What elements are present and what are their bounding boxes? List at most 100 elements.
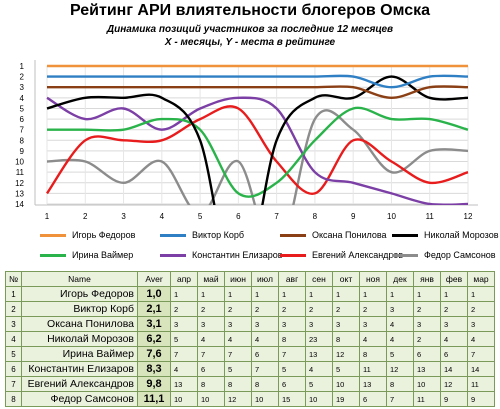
month-cell: 4 bbox=[305, 361, 333, 377]
month-cell: 5 bbox=[278, 361, 306, 377]
month-cell: 4 bbox=[467, 331, 495, 347]
column-header: Name bbox=[21, 271, 138, 287]
month-cell: 5 bbox=[305, 376, 333, 392]
month-cell: 8 bbox=[224, 376, 252, 392]
month-cell: 4 bbox=[386, 316, 414, 332]
month-cell: 2 bbox=[170, 301, 198, 317]
month-cell: 19 bbox=[332, 391, 360, 407]
month-cell: 1 bbox=[305, 286, 333, 302]
month-cell: 4 bbox=[386, 331, 414, 347]
month-cell: 3 bbox=[332, 316, 360, 332]
month-cell: 1 bbox=[251, 286, 279, 302]
month-cell: 10 bbox=[413, 376, 441, 392]
legend-label: Константин Елизаров bbox=[192, 250, 283, 260]
legend-swatch bbox=[392, 254, 418, 257]
month-cell: 2 bbox=[332, 301, 360, 317]
column-header: мар bbox=[467, 271, 495, 287]
average-cell: 3,1 bbox=[137, 316, 171, 332]
month-cell: 2 bbox=[224, 301, 252, 317]
name-cell: Константин Елизаров bbox=[21, 361, 138, 377]
month-cell: 1 bbox=[386, 286, 414, 302]
column-header: № bbox=[5, 271, 22, 287]
column-header: май bbox=[197, 271, 225, 287]
month-cell: 1 bbox=[413, 286, 441, 302]
column-header: окт bbox=[332, 271, 360, 287]
month-cell: 6 bbox=[413, 346, 441, 362]
month-cell: 3 bbox=[251, 316, 279, 332]
name-cell: Игорь Федоров bbox=[21, 286, 138, 302]
name-cell: Ирина Ваймер bbox=[21, 346, 138, 362]
month-cell: 23 bbox=[305, 331, 333, 347]
month-cell: 3 bbox=[278, 316, 306, 332]
legend-swatch bbox=[40, 254, 66, 257]
legend-label: Николай Морозов bbox=[424, 230, 499, 240]
month-cell: 3 bbox=[170, 316, 198, 332]
month-cell: 3 bbox=[467, 316, 495, 332]
month-cell: 1 bbox=[170, 286, 198, 302]
month-cell: 4 bbox=[359, 331, 387, 347]
month-cell: 6 bbox=[440, 346, 468, 362]
table-row: 1 Игорь Федоров 1,0 1 1 1 1 1 1 1 1 1 1 1 1 bbox=[5, 286, 495, 302]
series-line-4 bbox=[46, 75, 469, 205]
month-cell: 2 bbox=[440, 301, 468, 317]
y-tick-label: 13 bbox=[15, 189, 24, 198]
y-tick-label: 11 bbox=[16, 168, 25, 177]
legend-label: Виктор Корб bbox=[192, 230, 245, 240]
average-cell: 11,1 bbox=[137, 391, 171, 407]
average-cell: 1,0 bbox=[137, 286, 171, 302]
column-header: фев bbox=[440, 271, 468, 287]
month-cell: 8 bbox=[251, 376, 279, 392]
average-cell: 7,6 bbox=[137, 346, 171, 362]
month-cell: 3 bbox=[440, 316, 468, 332]
month-cell: 1 bbox=[332, 286, 360, 302]
series-line-8 bbox=[46, 109, 469, 205]
legend-swatch bbox=[160, 254, 186, 257]
month-cell: 1 bbox=[440, 286, 468, 302]
column-header: янв bbox=[413, 271, 441, 287]
month-cell: 2 bbox=[413, 301, 441, 317]
month-cell: 11 bbox=[359, 361, 387, 377]
rank-cell: 4 bbox=[5, 331, 22, 347]
x-tick-label: 8 bbox=[313, 212, 318, 221]
month-cell: 11 bbox=[413, 391, 441, 407]
month-cell: 11 bbox=[467, 376, 495, 392]
column-header: июн bbox=[224, 271, 252, 287]
y-tick-label: 1 bbox=[20, 62, 25, 71]
column-header: дек bbox=[386, 271, 414, 287]
legend-swatch bbox=[280, 234, 306, 237]
month-cell: 10 bbox=[305, 391, 333, 407]
month-cell: 4 bbox=[440, 331, 468, 347]
table-row: 7 Евгений Александров 9,8 13 8 8 8 6 5 10 13 8 10 12 1… bbox=[5, 376, 495, 392]
legend-label: Ирина Ваймер bbox=[72, 250, 134, 260]
month-cell: 13 bbox=[413, 361, 441, 377]
month-cell: 14 bbox=[440, 361, 468, 377]
month-cell: 2 bbox=[467, 301, 495, 317]
month-cell: 1 bbox=[359, 286, 387, 302]
column-header: апр bbox=[170, 271, 198, 287]
month-cell: 8 bbox=[278, 331, 306, 347]
chart-axes-note: X - месяцы, Y - места в рейтинге bbox=[164, 37, 336, 48]
table-row: 3 Оксана Понилова 3,1 3 3 3 3 3 3 3 3 4 3 3 3 bbox=[5, 316, 495, 332]
y-tick-label: 5 bbox=[20, 104, 25, 113]
month-cell: 12 bbox=[386, 361, 414, 377]
y-tick-label: 10 bbox=[15, 158, 24, 167]
month-cell: 6 bbox=[359, 391, 387, 407]
x-tick-label: 4 bbox=[160, 212, 165, 221]
month-cell: 7 bbox=[170, 346, 198, 362]
x-tick-label: 3 bbox=[121, 212, 126, 221]
table-row: 4 Николай Морозов 6,2 5 4 4 4 8 23 8 4 4 2 4 4 bbox=[5, 331, 495, 347]
chart-legend: Игорь Федоров Виктор Корб Оксана Понилова Н… bbox=[40, 227, 498, 265]
month-cell: 3 bbox=[413, 316, 441, 332]
month-cell: 12 bbox=[224, 391, 252, 407]
y-tick-label: 12 bbox=[15, 179, 24, 188]
table-row: 8 Федор Самсонов 11,1 10 10 12 10 15 10 19 6 7 11 9 9 bbox=[5, 391, 495, 407]
month-cell: 13 bbox=[359, 376, 387, 392]
month-cell: 3 bbox=[305, 316, 333, 332]
month-cell: 6 bbox=[251, 346, 279, 362]
month-cell: 5 bbox=[224, 361, 252, 377]
month-cell: 3 bbox=[197, 316, 225, 332]
month-cell: 7 bbox=[386, 391, 414, 407]
month-cell: 4 bbox=[224, 331, 252, 347]
name-cell: Виктор Корб bbox=[21, 301, 138, 317]
